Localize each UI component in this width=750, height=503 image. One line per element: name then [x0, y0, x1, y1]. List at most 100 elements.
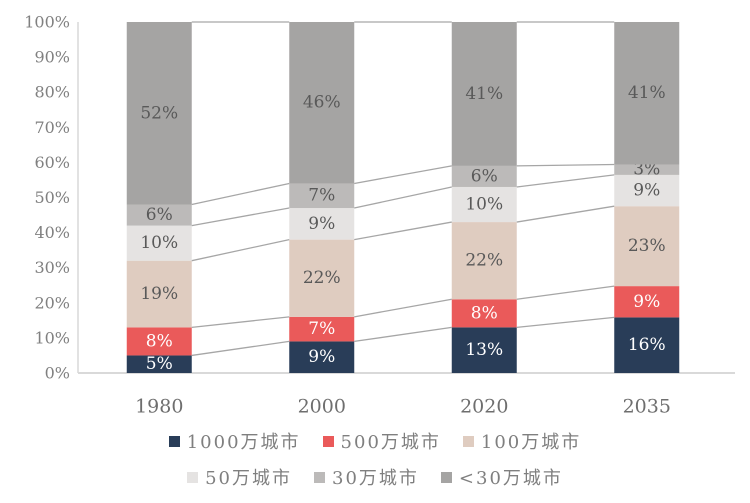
- y-axis-tick-label: 10%: [34, 328, 70, 347]
- x-axis-category-label: 2020: [460, 396, 508, 418]
- segment-data-label: 7%: [308, 319, 335, 339]
- series-connector-line: [516, 163, 615, 167]
- bar-segment: [614, 286, 680, 318]
- segment-data-label: 6%: [471, 166, 498, 186]
- legend-label: 1000万城市: [186, 432, 301, 453]
- segment-data-label: 16%: [628, 335, 666, 355]
- series-connector-line: [516, 205, 615, 223]
- x-axis-category-label: 1980: [135, 396, 183, 418]
- y-axis-tick-label: 0%: [45, 364, 70, 383]
- bar-segment: [126, 355, 192, 373]
- legend-item: 50万城市: [187, 464, 292, 490]
- bar-segment: [614, 164, 680, 175]
- series-connector-line: [354, 165, 452, 185]
- bar-segment: [451, 165, 517, 187]
- legend-item: 1000万城市: [168, 428, 301, 454]
- series-connector-line: [191, 207, 290, 227]
- y-axis-tick-label: 50%: [34, 188, 70, 207]
- y-axis-tick-label: 20%: [34, 293, 70, 312]
- segment-data-label: 10%: [140, 233, 178, 253]
- segment-data-label: 46%: [303, 93, 341, 113]
- legend-swatch-icon: [168, 435, 180, 447]
- y-axis-tick-label: 30%: [34, 258, 70, 277]
- bar-segment: [614, 206, 680, 287]
- bar-segment: [289, 316, 355, 342]
- bar-segment: [614, 22, 680, 165]
- segment-data-label: 9%: [633, 292, 660, 312]
- chart-legend: 1000万城市 500万城市 100万城市 50万城市 30万城市 <30万城市: [0, 428, 750, 490]
- legend-swatch-icon: [314, 471, 325, 483]
- legend-swatch-icon: [187, 471, 199, 483]
- bar-segment: [451, 186, 517, 223]
- legend-label: 50万城市: [205, 468, 292, 489]
- legend-row: 50万城市 30万城市 <30万城市: [187, 464, 563, 490]
- bar-segment: [451, 327, 517, 373]
- y-axis-tick-label: 100%: [24, 13, 70, 32]
- bar-segment: [451, 222, 517, 300]
- y-axis-tick-label: 90%: [34, 48, 70, 67]
- bar-segment: [614, 317, 680, 373]
- series-connector-line: [516, 285, 615, 300]
- y-axis-tick-label: 70%: [34, 118, 70, 137]
- series-connector-line: [354, 186, 452, 209]
- series-connector-line: [354, 298, 452, 318]
- bar-segment: [451, 22, 517, 166]
- series-connector-line: [516, 174, 615, 188]
- segment-data-label: 9%: [308, 214, 335, 234]
- series-connector-line: [354, 221, 452, 241]
- x-axis-category-label: 2000: [298, 396, 346, 418]
- segment-data-label: 41%: [465, 84, 503, 104]
- legend-swatch-icon: [440, 471, 452, 483]
- x-axis-category-label: 2035: [623, 396, 671, 418]
- bar-segment: [289, 208, 355, 240]
- series-connector-line: [191, 316, 290, 329]
- legend-label: 500万城市: [340, 432, 441, 453]
- bar-segment: [126, 22, 192, 205]
- segment-data-label: 19%: [140, 284, 178, 304]
- bar-segment: [126, 204, 192, 226]
- series-connector-line: [191, 340, 290, 357]
- series-connector-line: [516, 316, 615, 329]
- bar-segment: [126, 327, 192, 356]
- segment-data-label: 6%: [146, 205, 173, 225]
- legend-label: 100万城市: [480, 432, 582, 453]
- segment-data-label: 9%: [308, 347, 335, 367]
- y-axis-tick-label: 40%: [34, 223, 70, 242]
- legend-label: <30万城市: [458, 468, 563, 489]
- bar-segment: [289, 239, 355, 317]
- series-connector-line: [191, 238, 290, 262]
- bar-segment: [451, 299, 517, 328]
- legend-label: 30万城市: [332, 468, 419, 489]
- segment-data-label: 8%: [146, 331, 173, 351]
- legend-item: 500万城市: [322, 428, 441, 454]
- series-connector-line: [191, 182, 290, 206]
- bar-segment: [126, 260, 192, 328]
- bar-segment: [126, 225, 192, 261]
- segment-data-label: 10%: [465, 195, 503, 215]
- segment-data-label: 23%: [628, 236, 666, 256]
- series-connector-line: [354, 326, 452, 343]
- legend-swatch-icon: [322, 435, 334, 447]
- segment-data-label: 41%: [628, 83, 666, 103]
- bar-segment: [289, 183, 355, 209]
- segment-data-label: 22%: [465, 251, 503, 271]
- legend-item: 100万城市: [462, 428, 582, 454]
- segment-data-label: 13%: [465, 340, 503, 360]
- segment-data-label: 22%: [303, 268, 341, 288]
- segment-data-label: 52%: [140, 103, 178, 123]
- bar-segment: [614, 174, 680, 207]
- segment-data-label: 7%: [308, 186, 335, 206]
- segment-data-label: 5%: [146, 354, 173, 374]
- legend-swatch-icon: [462, 435, 474, 447]
- legend-item: <30万城市: [440, 464, 563, 490]
- bar-segment: [289, 22, 355, 184]
- segment-data-label: 8%: [471, 303, 498, 323]
- legend-item: 30万城市: [314, 464, 419, 490]
- segment-data-label: 9%: [633, 181, 660, 201]
- y-axis-tick-label: 60%: [34, 153, 70, 172]
- segment-data-label: 3%: [633, 160, 660, 180]
- bar-segment: [289, 341, 355, 373]
- y-axis-tick-label: 80%: [34, 83, 70, 102]
